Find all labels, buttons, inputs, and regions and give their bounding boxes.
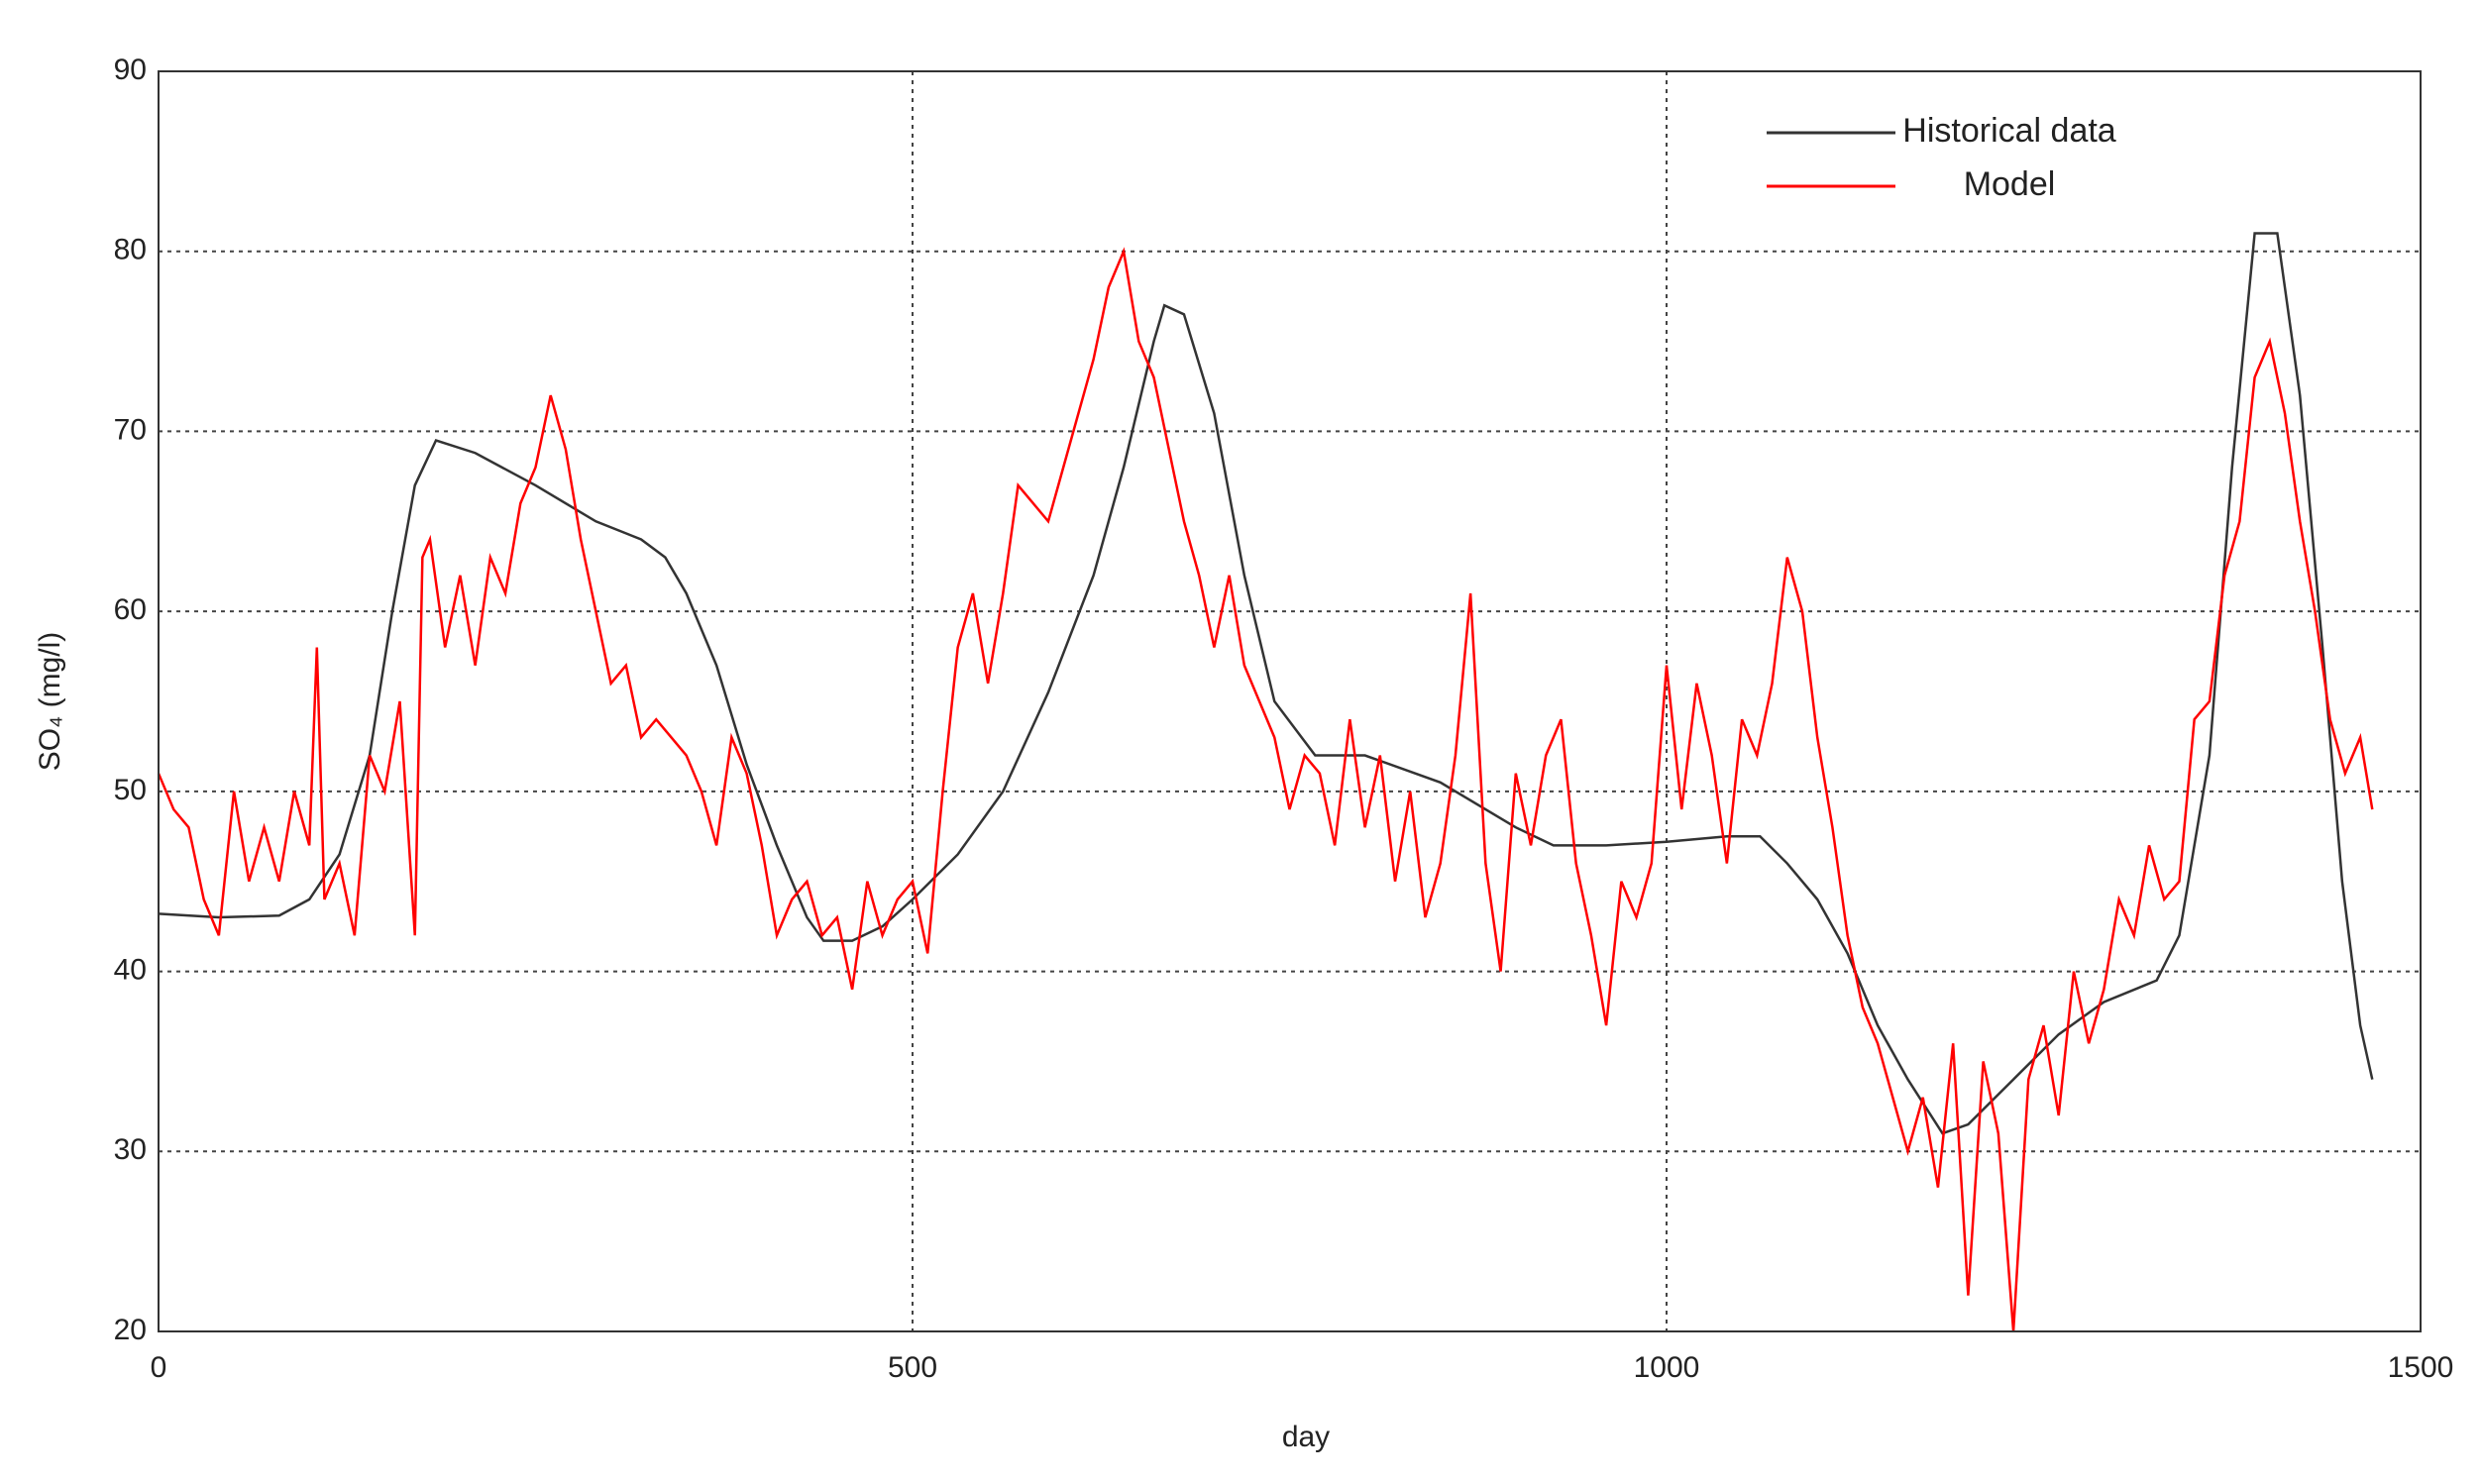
y-tick-label: 60 — [114, 593, 147, 626]
y-axis-label: SO₄ (mg/l) — [34, 632, 66, 772]
plot-area — [159, 71, 2421, 1331]
data-line — [157, 247, 2374, 1332]
y-tick-label: 30 — [114, 1133, 147, 1166]
x-tick-label: 500 — [888, 1351, 937, 1384]
plot-frame — [158, 70, 2422, 1332]
y-tick-label: 50 — [114, 774, 147, 806]
legend-label: Historical data — [1902, 112, 2116, 150]
y-tick-label: 40 — [114, 953, 147, 986]
x-tick-label: 1500 — [2388, 1351, 2454, 1384]
legend-label: Model — [1964, 165, 2056, 203]
y-tick-label: 70 — [114, 413, 147, 446]
x-tick-label: 1000 — [1634, 1351, 1700, 1384]
x-tick-label: 0 — [151, 1351, 167, 1384]
y-tick-label: 90 — [114, 53, 147, 86]
data-line — [158, 232, 2374, 1135]
y-tick-label: 80 — [114, 234, 147, 266]
x-axis-label: day — [1282, 1421, 1330, 1453]
y-tick-label: 20 — [114, 1314, 147, 1346]
